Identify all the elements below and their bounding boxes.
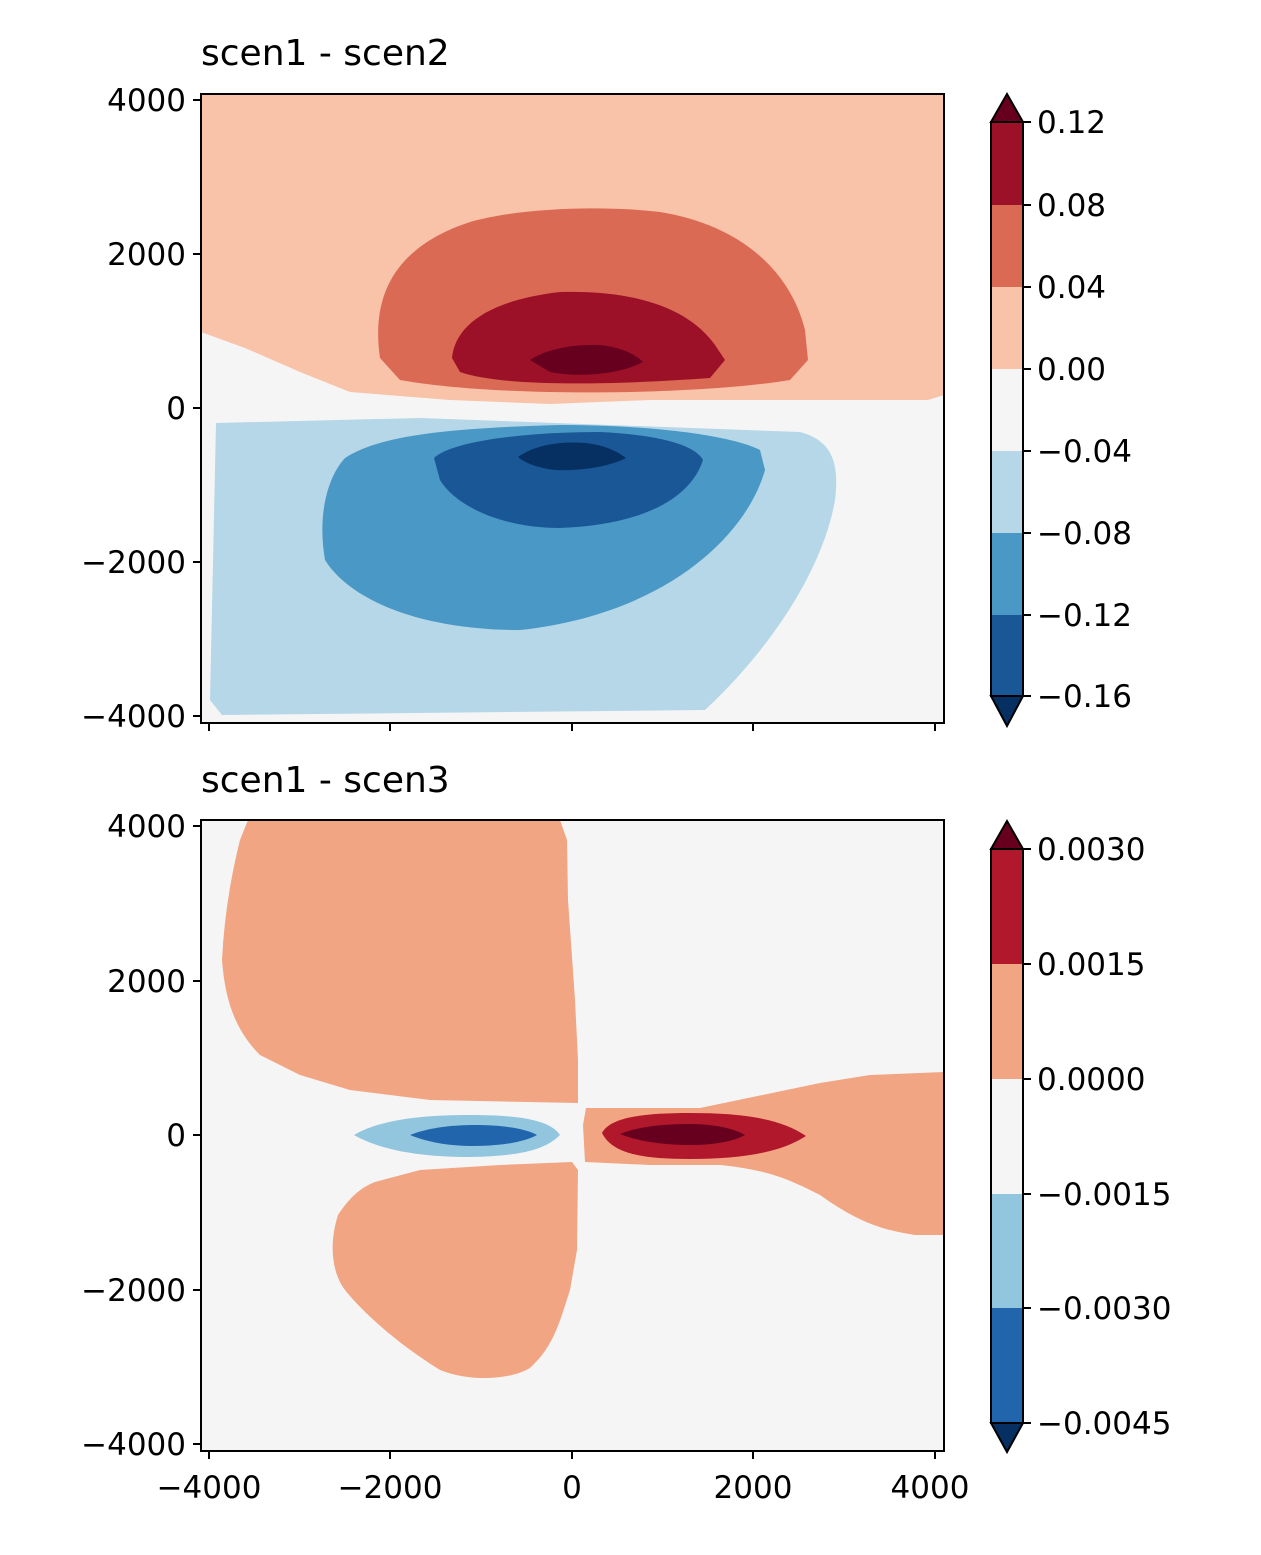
panel2-xtick-label: 2000 <box>714 1470 793 1506</box>
panel2-title: scen1 - scen3 <box>201 760 450 801</box>
colorbar1-tick-label: −0.04 <box>1037 434 1132 470</box>
contour-above-0.12 <box>530 344 643 375</box>
panel2-xtick-label: 0 <box>562 1470 582 1506</box>
colorbar2-tick-label: −0.0045 <box>1037 1406 1171 1442</box>
colorbar1-segment <box>991 533 1023 615</box>
colorbar2-segment <box>991 1194 1023 1308</box>
contour-minus0.12-to-minus0.16 <box>434 432 703 528</box>
panel-scen1-scen2: scen1 - scen2 4000 2000 0 −2000 −4000 <box>81 33 1132 735</box>
panel1-ytick-label: −4000 <box>81 699 186 735</box>
panel1-ytick-label: 4000 <box>107 83 186 119</box>
colorbar2-tick-label: 0.0030 <box>1037 832 1145 868</box>
colorbar1-tick-label: 0.12 <box>1037 105 1106 141</box>
panel2-ytick-label: −2000 <box>81 1273 186 1309</box>
contour-0.0000-to-0.0015-right <box>583 1072 944 1235</box>
contour-0.08-to-0.12 <box>452 291 725 384</box>
colorbar1-segment <box>991 122 1023 205</box>
panel2-xtick-label: −2000 <box>338 1470 443 1506</box>
panel-scen1-scen3: scen1 - scen3 4000 2000 0 −2000 −4000 <box>81 760 1171 1506</box>
panel1-colorbar: 0.12 0.08 0.04 0.00 −0.04 −0.08 −0.12 −0… <box>989 91 1132 729</box>
panel2-xtick-label: −4000 <box>157 1470 262 1506</box>
panel2-colorbar: 0.0030 0.0015 0.0000 −0.0015 −0.0030 −0.… <box>989 818 1171 1455</box>
colorbar2-frame <box>990 848 1024 1424</box>
panel2-ytick-label: 4000 <box>107 809 186 845</box>
panel2-xtick-label: 4000 <box>891 1470 970 1506</box>
panel1-ytick-label: 0 <box>166 391 186 427</box>
panel1-y-axis: 4000 2000 0 −2000 −4000 <box>81 83 201 735</box>
colorbar1-segment <box>991 451 1023 533</box>
panel2-ytick-label: −4000 <box>81 1427 186 1463</box>
colorbar1-tick-label: 0.00 <box>1037 352 1106 388</box>
colorbar2-tick-label: 0.0015 <box>1037 947 1145 983</box>
panel2-ytick-label: 0 <box>166 1118 186 1154</box>
colorbar1-over-extension <box>989 91 1025 123</box>
contour-0.0000-to-0.0015-lower-left <box>332 1162 578 1379</box>
colorbar1-segment <box>991 369 1023 451</box>
contour-0.0000-to-0.0015-upper-left <box>222 820 578 1103</box>
panel2-y-axis: 4000 2000 0 −2000 −4000 <box>81 809 201 1463</box>
colorbar2-under-extension <box>989 1422 1025 1455</box>
colorbar2-segment <box>991 849 1023 964</box>
colorbar1-segment <box>991 287 1023 369</box>
colorbar1-tick-label: −0.08 <box>1037 516 1132 552</box>
colorbar1-tick-label: 0.04 <box>1037 270 1106 306</box>
colorbar1-under-extension <box>989 695 1025 729</box>
colorbar1-tick-label: 0.08 <box>1037 188 1106 224</box>
colorbar2-tick-label: −0.0015 <box>1037 1177 1171 1213</box>
panel1-title: scen1 - scen2 <box>201 33 450 74</box>
contour-minus0.0030-to-minus0.0045 <box>410 1125 537 1146</box>
panel1-ytick-label: −2000 <box>81 545 186 581</box>
panel1-contours <box>201 94 944 723</box>
panel1-ytick-label: 2000 <box>107 237 186 273</box>
contour-above-0.0030 <box>620 1124 745 1145</box>
colorbar1-frame <box>990 121 1024 697</box>
contour-below-minus0.16 <box>518 442 626 471</box>
colorbar2-tick-label: 0.0000 <box>1037 1062 1145 1098</box>
panel2-ytick-label: 2000 <box>107 964 186 1000</box>
colorbar2-segment <box>991 1308 1023 1423</box>
colorbar1-tick-label: −0.16 <box>1037 679 1132 715</box>
panel1-x-axis <box>208 723 936 731</box>
colorbar2-tick-label: −0.0030 <box>1037 1291 1171 1327</box>
colorbar1-segment <box>991 615 1023 696</box>
colorbar2-over-extension <box>989 818 1025 850</box>
panel2-contours <box>201 820 944 1451</box>
colorbar1-tick-label: −0.12 <box>1037 598 1132 634</box>
panel2-x-axis: −4000 −2000 0 2000 4000 <box>157 1451 970 1506</box>
colorbar1-segment <box>991 205 1023 287</box>
colorbar2-segment <box>991 964 1023 1079</box>
colorbar2-segment <box>991 1079 1023 1194</box>
